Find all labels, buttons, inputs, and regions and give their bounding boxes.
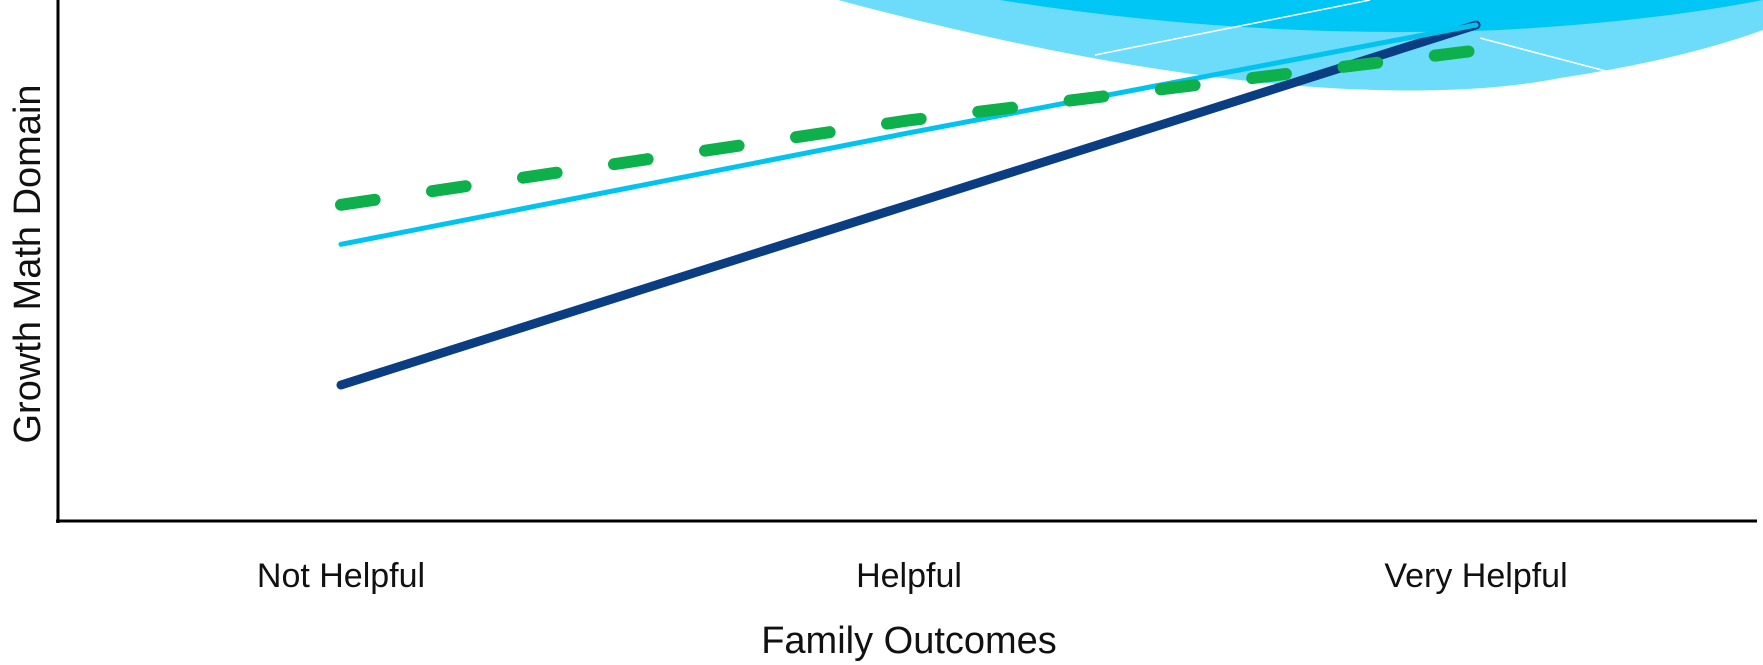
- series-line: [338, 22, 1479, 247]
- background-line: [1479, 37, 1641, 81]
- series-line: [336, 20, 1481, 390]
- x-tick-label: Not Helpful: [257, 557, 425, 595]
- y-axis-title: Growth Math Domain: [7, 84, 49, 443]
- x-axis-title: Family Outcomes: [761, 620, 1057, 662]
- plot-area: [335, 20, 1482, 390]
- decoration: [838, 0, 1763, 91]
- background-shape: [1000, 0, 1763, 32]
- background-line: [1094, 0, 1371, 56]
- x-tick-label: Helpful: [856, 557, 962, 595]
- series-line: [335, 44, 1482, 211]
- x-tick-label: Very Helpful: [1384, 557, 1567, 595]
